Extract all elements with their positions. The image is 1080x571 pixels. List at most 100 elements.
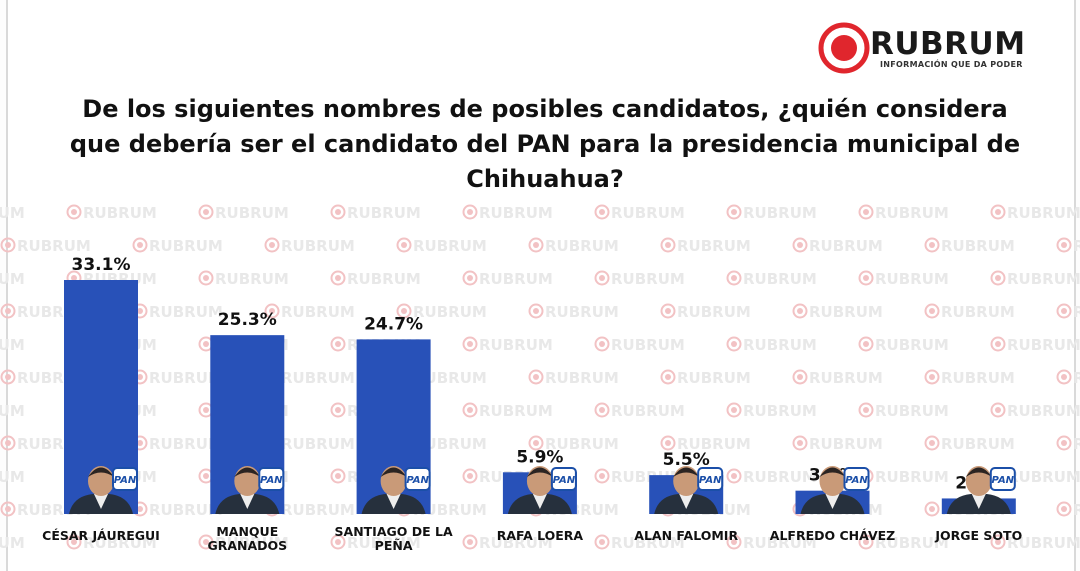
pan-badge-text: PAN <box>406 475 429 486</box>
watermark-logo-dot <box>401 242 407 248</box>
watermark-logo-dot <box>731 407 737 413</box>
watermark-logo-dot <box>467 539 473 545</box>
watermark-logo-icon <box>594 204 610 220</box>
category-label: MANQUE GRANADOS <box>207 524 287 553</box>
watermark-pattern: RUBRUM RUBRUM RUBRUM RUBRUM RUBRUM RUBRUM RUBR… <box>0 204 1080 552</box>
watermark-logo-dot <box>797 440 803 446</box>
watermark-logo-icon <box>792 303 808 319</box>
watermark-text: RUBRUM <box>875 204 949 222</box>
watermark-logo-dot <box>533 374 539 380</box>
watermark-logo-dot <box>797 308 803 314</box>
watermark-logo-dot <box>335 341 341 347</box>
watermark-text: RUBRUM <box>149 435 223 453</box>
logo-wordmark: RUBRUM <box>870 26 1026 62</box>
watermark-logo-icon <box>264 237 280 253</box>
candidate-photo-icon <box>69 466 133 514</box>
watermark-logo-icon <box>396 237 412 253</box>
watermark-text: RUBRUM <box>149 303 223 321</box>
watermark-text: RUBRUM <box>83 534 157 552</box>
watermark-text: RUBRUM <box>611 336 685 354</box>
watermark-text: RUBRUM <box>149 369 223 387</box>
logo-tagline: INFORMACIÓN QUE DA PODER <box>880 60 1023 69</box>
bar-group: 24.7% PAN SANTIAGO DE LA PEÑA <box>335 314 453 553</box>
watermark-text: RUBRUM <box>611 204 685 222</box>
watermark-text: RUBRUM <box>809 435 883 453</box>
watermark-text: RUBRUM <box>83 204 157 222</box>
watermark-logo-dot <box>5 506 11 512</box>
watermark-logo-icon <box>1056 369 1072 385</box>
watermark-text: RUBRUM <box>611 402 685 420</box>
watermark-logo-icon <box>924 501 940 517</box>
watermark-logo-icon <box>990 270 1006 286</box>
watermark-logo-icon <box>594 270 610 286</box>
pan-badge-text: PAN <box>845 475 868 486</box>
watermark-logo-dot <box>467 473 473 479</box>
watermark-logo-icon <box>792 435 808 451</box>
watermark-logo-icon <box>0 369 16 385</box>
watermark-logo-icon <box>726 270 742 286</box>
value-label: 25.3% <box>218 310 277 330</box>
watermark-text: RUBRUM <box>347 270 421 288</box>
watermark-logo-dot <box>71 539 77 545</box>
watermark-text: RUBRUM <box>479 534 553 552</box>
watermark-logo-icon <box>858 204 874 220</box>
watermark-logo-icon <box>528 303 544 319</box>
watermark-logo-dot <box>665 440 671 446</box>
watermark-logo-icon <box>462 534 478 550</box>
watermark-text: RUBRUM <box>479 402 553 420</box>
watermark-logo-dot <box>599 473 605 479</box>
watermark-text: RUBRUM <box>0 270 25 288</box>
watermark-logo-icon <box>792 237 808 253</box>
watermark-text: RUBRUM <box>743 336 817 354</box>
watermark-logo-icon <box>132 237 148 253</box>
watermark-logo-dot <box>5 440 11 446</box>
watermark-logo-dot <box>665 242 671 248</box>
watermark-logo-dot <box>797 374 803 380</box>
watermark-logo-icon <box>330 534 346 550</box>
watermark-logo-icon <box>660 369 676 385</box>
watermark-text: RUBRUM <box>1073 369 1080 387</box>
pan-badge-text: PAN <box>699 475 722 486</box>
watermark-logo-dot <box>995 341 1001 347</box>
watermark-text: RUBRUM <box>413 237 487 255</box>
watermark-logo-dot <box>137 506 143 512</box>
watermark-logo-icon <box>594 336 610 352</box>
watermark-logo-icon <box>198 204 214 220</box>
watermark-text: RUBRUM <box>809 303 883 321</box>
watermark-logo-dot <box>929 440 935 446</box>
watermark-text: RUBRUM <box>875 270 949 288</box>
watermark-logo-icon <box>330 402 346 418</box>
watermark-text: RUBRUM <box>875 534 949 552</box>
watermark-logo-dot <box>731 539 737 545</box>
watermark-text: RUBRUM <box>677 369 751 387</box>
watermark-logo-dot <box>203 209 209 215</box>
watermark-text: RUBRUM <box>677 435 751 453</box>
watermark-text: RUBRUM <box>1007 270 1080 288</box>
watermark-logo-dot <box>203 473 209 479</box>
watermark-logo-icon <box>924 369 940 385</box>
watermark-text: RUBRUM <box>215 270 289 288</box>
watermark-text: RUBRUM <box>545 303 619 321</box>
watermark-text: RUBRUM <box>611 534 685 552</box>
watermark-text: RUBRUM <box>809 369 883 387</box>
watermark-text: RUBRUM <box>941 303 1015 321</box>
watermark-logo-icon <box>990 336 1006 352</box>
watermark-text: RUBRUM <box>281 303 355 321</box>
watermark-text: RUBRUM <box>215 204 289 222</box>
watermark-logo-icon <box>1056 501 1072 517</box>
watermark-logo-icon <box>528 369 544 385</box>
watermark-text: RUBRUM <box>413 501 487 519</box>
watermark-text: RUBRUM <box>0 402 25 420</box>
rubrum-logo: RUBRUM INFORMACIÓN QUE DA PODER <box>818 22 1048 76</box>
watermark-logo-icon <box>792 369 808 385</box>
watermark-logo-dot <box>467 209 473 215</box>
watermark-logo-icon <box>726 402 742 418</box>
watermark-logo-icon <box>462 336 478 352</box>
watermark-text: RUBRUM <box>1073 501 1080 519</box>
watermark-logo-dot <box>335 209 341 215</box>
watermark-text: RUBRUM <box>677 237 751 255</box>
watermark-logo-dot <box>5 242 11 248</box>
candidate-photo-icon <box>215 466 280 514</box>
